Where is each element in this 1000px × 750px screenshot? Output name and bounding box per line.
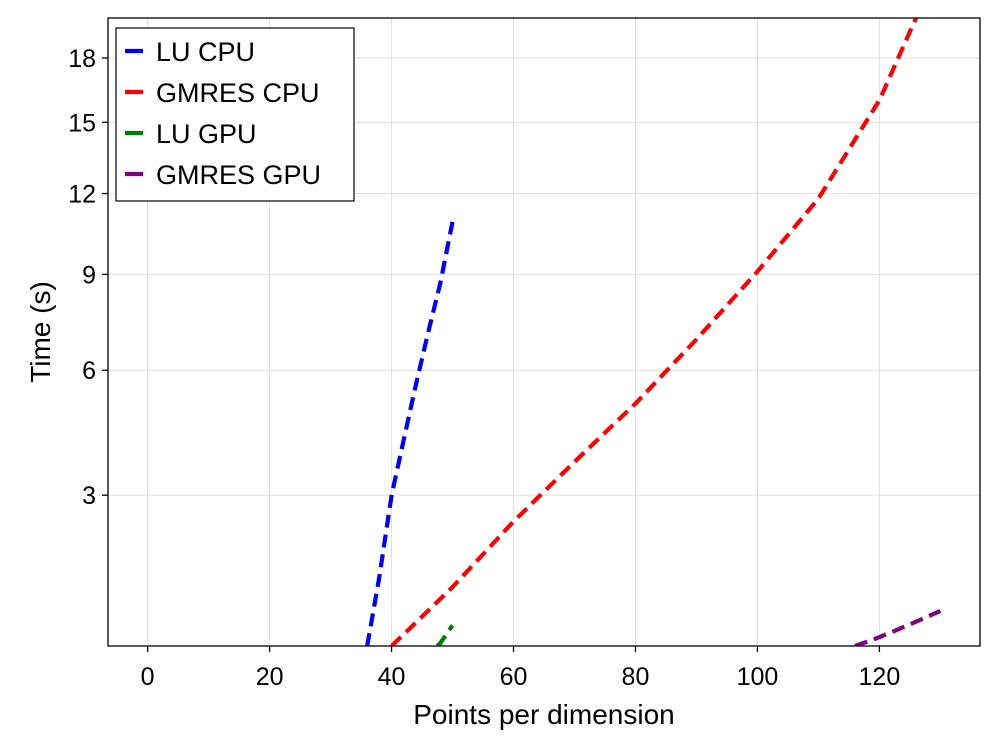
plot-area-frame (107, 17, 981, 647)
y-tick-label: 9 (82, 261, 96, 289)
y-tick-label: 3 (82, 482, 96, 510)
y-tick-label: 15 (68, 109, 96, 137)
legend: LU CPU GMRES CPU LU GPU GMRES GPU (115, 27, 355, 202)
y-tick-label: 6 (82, 357, 96, 385)
tick-layer: 0 20 40 60 80 100 120 3 6 9 12 15 18 (68, 45, 900, 691)
series-line-lu-cpu (365, 221, 455, 646)
series-group (365, 18, 942, 646)
x-axis-label: Points per dimension (413, 699, 674, 730)
legend-label: GMRES GPU (156, 160, 321, 190)
y-tick-label: 18 (68, 45, 96, 73)
x-tick-label: 100 (737, 663, 779, 691)
x-tick-label: 120 (859, 663, 901, 691)
series-line-lu-gpu (435, 624, 455, 646)
x-tick-label: 20 (256, 663, 284, 691)
y-tick-label: 12 (68, 181, 96, 209)
x-tick-label: 80 (622, 663, 650, 691)
legend-label: LU CPU (156, 37, 255, 67)
x-tick-label: 40 (378, 663, 406, 691)
y-axis-label: Time (s) (25, 281, 56, 383)
legend-label: LU GPU (156, 119, 257, 149)
legend-label: GMRES CPU (156, 78, 320, 108)
x-tick-label: 0 (141, 663, 155, 691)
series-line-gmres-cpu (390, 18, 918, 646)
legend-box (115, 27, 355, 202)
grid-layer (108, 18, 980, 646)
series-layer (365, 18, 942, 646)
x-tick-label: 60 (500, 663, 528, 691)
series-line-gmres-gpu (854, 608, 942, 646)
